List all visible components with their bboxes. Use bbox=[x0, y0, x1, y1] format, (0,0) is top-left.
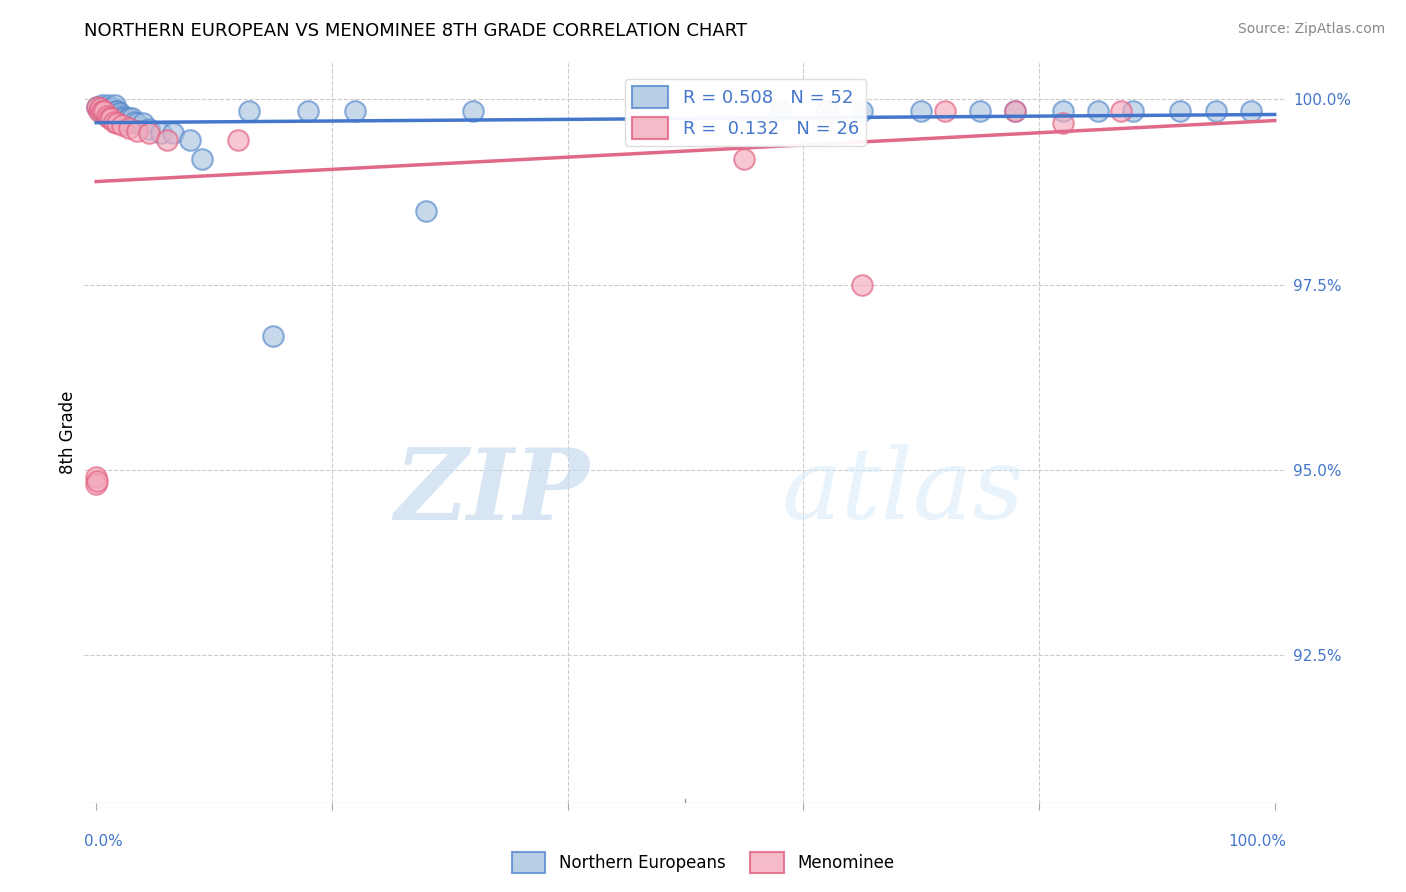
Point bbox=[103, 114, 125, 128]
Point bbox=[1240, 103, 1263, 118]
Point bbox=[111, 111, 134, 125]
Point bbox=[1170, 103, 1192, 118]
Text: atlas: atlas bbox=[782, 444, 1025, 540]
Legend: Northern Europeans, Menominee: Northern Europeans, Menominee bbox=[505, 846, 901, 880]
Point bbox=[108, 105, 131, 120]
Point bbox=[138, 126, 160, 140]
Point bbox=[93, 103, 115, 118]
Y-axis label: 8th Grade: 8th Grade bbox=[59, 391, 77, 475]
Point bbox=[111, 119, 134, 133]
Point bbox=[100, 111, 122, 125]
Text: NORTHERN EUROPEAN VS MENOMINEE 8TH GRADE CORRELATION CHART: NORTHERN EUROPEAN VS MENOMINEE 8TH GRADE… bbox=[84, 22, 748, 40]
Point bbox=[1004, 103, 1026, 118]
Point bbox=[100, 103, 122, 118]
Point bbox=[415, 203, 437, 218]
Point bbox=[1122, 103, 1144, 118]
Legend: R = 0.508   N = 52, R =  0.132   N = 26: R = 0.508 N = 52, R = 0.132 N = 26 bbox=[624, 78, 866, 146]
Point bbox=[84, 470, 107, 484]
Point bbox=[118, 111, 141, 125]
Point bbox=[1004, 103, 1026, 118]
Point bbox=[1052, 103, 1074, 118]
Point bbox=[191, 152, 214, 166]
Point bbox=[179, 133, 201, 147]
Point bbox=[114, 114, 136, 128]
Point bbox=[815, 103, 838, 118]
Point bbox=[910, 103, 932, 118]
Text: 100.0%: 100.0% bbox=[1229, 834, 1286, 849]
Point bbox=[262, 329, 284, 343]
Point bbox=[1205, 103, 1227, 118]
Point bbox=[132, 116, 155, 130]
Point bbox=[89, 103, 111, 118]
Point bbox=[769, 103, 792, 118]
Text: 0.0%: 0.0% bbox=[84, 834, 124, 849]
Point bbox=[156, 133, 179, 147]
Point bbox=[117, 111, 139, 125]
Point bbox=[149, 126, 172, 140]
Point bbox=[105, 103, 128, 118]
Point bbox=[104, 98, 127, 112]
Point bbox=[112, 111, 135, 125]
Point bbox=[97, 98, 120, 112]
Point bbox=[138, 122, 160, 136]
Point bbox=[103, 101, 125, 115]
Point bbox=[91, 98, 114, 112]
Point bbox=[1087, 103, 1109, 118]
Point bbox=[91, 101, 114, 115]
Point bbox=[127, 116, 149, 130]
Point bbox=[96, 103, 118, 118]
Point bbox=[86, 474, 108, 488]
Point bbox=[463, 103, 485, 118]
Point bbox=[101, 107, 124, 121]
Point bbox=[98, 101, 121, 115]
Point bbox=[98, 111, 121, 125]
Point bbox=[121, 111, 143, 125]
Point bbox=[733, 152, 755, 166]
Point bbox=[344, 103, 367, 118]
Point bbox=[1052, 116, 1074, 130]
Point bbox=[86, 100, 108, 114]
Point bbox=[105, 103, 128, 118]
Point bbox=[86, 100, 108, 114]
Point bbox=[162, 126, 184, 140]
Text: ZIP: ZIP bbox=[394, 443, 589, 540]
Point bbox=[98, 103, 121, 118]
Point bbox=[96, 109, 118, 123]
Point bbox=[91, 103, 114, 118]
Point bbox=[93, 103, 115, 118]
Text: Source: ZipAtlas.com: Source: ZipAtlas.com bbox=[1237, 22, 1385, 37]
Point bbox=[122, 114, 145, 128]
Point bbox=[84, 477, 107, 491]
Point bbox=[851, 103, 873, 118]
Point bbox=[90, 101, 112, 115]
Point bbox=[87, 103, 110, 118]
Point bbox=[110, 109, 132, 123]
Point bbox=[1111, 103, 1133, 118]
Point bbox=[89, 101, 111, 115]
Point bbox=[118, 120, 141, 135]
Point bbox=[969, 103, 991, 118]
Point bbox=[238, 103, 260, 118]
Point bbox=[815, 103, 838, 118]
Point bbox=[94, 101, 117, 115]
Point bbox=[105, 116, 128, 130]
Point bbox=[127, 123, 149, 137]
Point bbox=[107, 105, 129, 120]
Point bbox=[226, 133, 249, 147]
Point bbox=[851, 277, 873, 292]
Point bbox=[297, 103, 319, 118]
Point bbox=[934, 103, 956, 118]
